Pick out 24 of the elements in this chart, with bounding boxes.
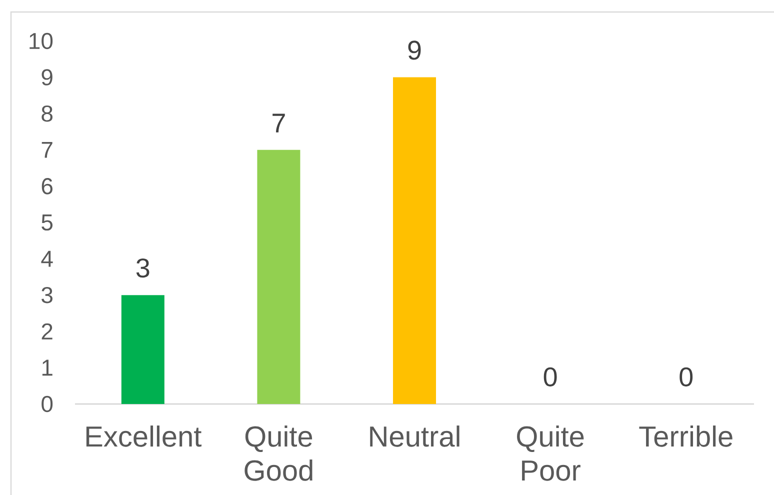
data-label: 0 — [680, 367, 693, 386]
y-tick-label: 2 — [42, 323, 52, 340]
x-tick-label: Excellent — [86, 426, 202, 447]
bar — [257, 150, 300, 404]
data-label: 9 — [408, 40, 421, 60]
y-tick-label: 1 — [42, 360, 52, 376]
y-tick-label: 7 — [42, 142, 52, 158]
y-tick-label: 3 — [42, 286, 52, 304]
y-tick-label: 0 — [42, 396, 53, 412]
y-tick-label: 8 — [42, 105, 52, 122]
y-tick-label: 5 — [42, 214, 53, 231]
bar — [121, 295, 164, 404]
bar — [393, 77, 436, 404]
x-tick-label: Neutral — [370, 426, 460, 447]
data-label: 0 — [544, 367, 557, 386]
y-tick-label: 9 — [42, 69, 52, 86]
y-tick-label: 10 — [30, 32, 53, 50]
data-label: 3 — [136, 258, 150, 278]
x-tick-label: Terrible — [639, 426, 732, 447]
x-tick-label: Quite Good — [244, 426, 312, 481]
data-label: 7 — [272, 114, 285, 132]
x-tick-label: Quite Poor — [517, 426, 584, 481]
y-tick-label: 6 — [42, 178, 52, 194]
y-tick-label: 4 — [41, 250, 53, 267]
